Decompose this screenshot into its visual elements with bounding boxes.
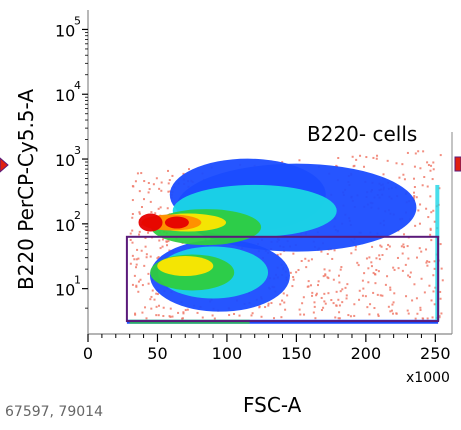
x-tick-label: 250 bbox=[420, 344, 451, 363]
event-count-label: 67597, 79014 bbox=[5, 404, 103, 420]
x-tick-label: 50 bbox=[147, 344, 167, 363]
y-tick-label: 10 bbox=[55, 151, 75, 170]
y-axis-label: B220 PerCP-Cy5.5-A bbox=[14, 89, 38, 290]
y-tick-label: 10 bbox=[55, 281, 75, 300]
gate-label[interactable]: B220- cells bbox=[307, 122, 417, 146]
left-marker-icon[interactable] bbox=[0, 157, 9, 173]
y-tick-exponent: 1 bbox=[74, 274, 81, 287]
x-tick-label: 0 bbox=[83, 344, 93, 363]
x-tick-label: 200 bbox=[351, 344, 382, 363]
y-tick-label: 10 bbox=[55, 21, 75, 40]
y-tick-exponent: 4 bbox=[74, 79, 81, 92]
x-axis-ticks: 0 50 100 150 200 250 bbox=[83, 334, 451, 363]
y-tick-label: 10 bbox=[55, 86, 75, 105]
y-tick-exponent: 3 bbox=[74, 144, 81, 157]
y-tick-exponent: 2 bbox=[74, 209, 81, 222]
y-tick-exponent: 5 bbox=[74, 14, 81, 27]
gate-rectangle[interactable] bbox=[125, 235, 440, 323]
right-marker-icon[interactable] bbox=[454, 156, 461, 172]
y-tick-label: 10 bbox=[55, 216, 75, 235]
x-axis-label: FSC-A bbox=[243, 393, 302, 417]
x-tick-label: 150 bbox=[281, 344, 312, 363]
x-multiplier-label: x1000 bbox=[406, 370, 450, 386]
x-tick-label: 100 bbox=[212, 344, 243, 363]
